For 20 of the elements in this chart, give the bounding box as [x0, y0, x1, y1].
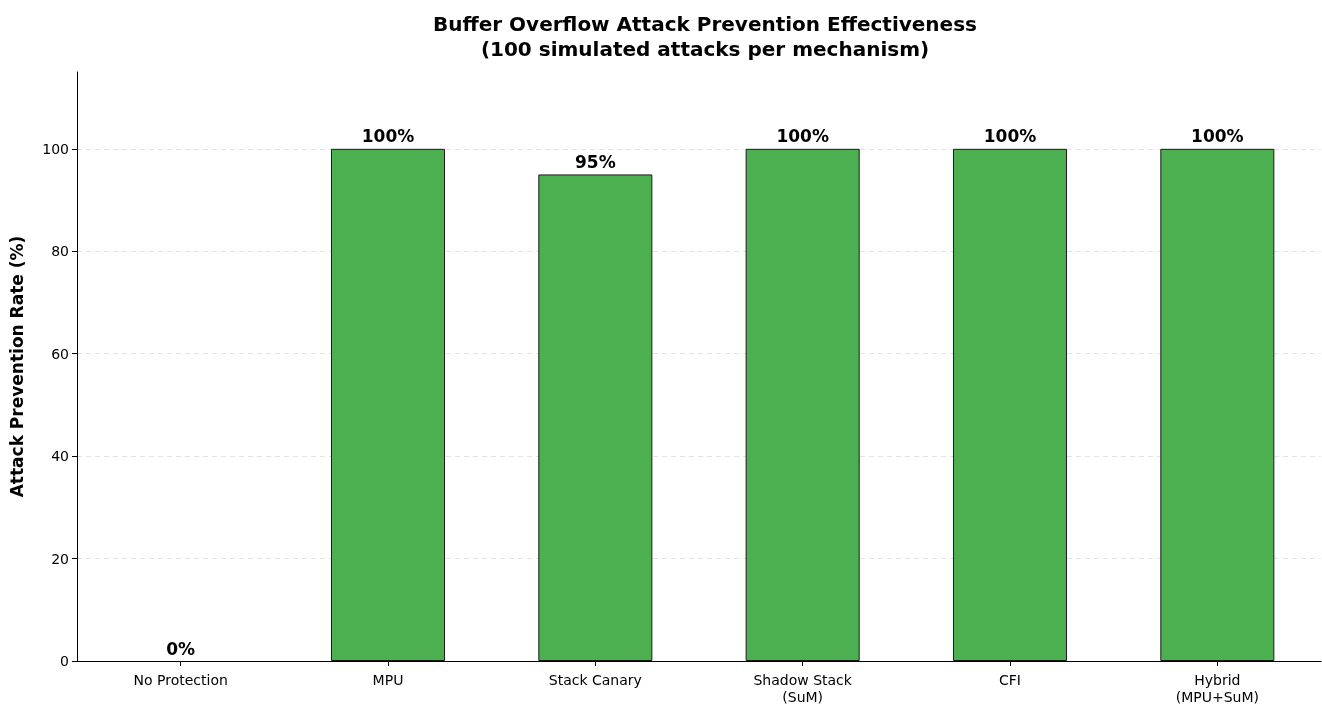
x-tick-label: Hybrid (MPU+SuM) — [1175, 671, 1259, 705]
x-tick-label: No Protection — [133, 671, 228, 688]
y-tick-label: 40 — [51, 448, 69, 465]
data-label: 100% — [983, 126, 1037, 147]
chart-title: Buffer Overflow Attack Prevention Effectiveness (100 simulated attacks per mechanism) — [433, 11, 977, 61]
data-label: 0% — [166, 638, 196, 659]
y-tick-label: 60 — [51, 345, 69, 362]
x-tick-label: MPU — [372, 671, 404, 688]
data-label: 95% — [574, 151, 616, 172]
data-label: 100% — [1191, 126, 1244, 147]
y-tick-label: 20 — [51, 550, 69, 567]
y-axis-title: Attack Prevention Rate (%) — [6, 235, 27, 498]
x-tick-label: Shadow Stack (SuM) — [753, 671, 853, 705]
data-label: 100% — [776, 126, 829, 147]
y-tick-label: 80 — [51, 243, 69, 260]
x-tick-label: CFI — [999, 671, 1021, 688]
y-tick-label: 0 — [60, 653, 69, 669]
x-tick-label: Stack Canary — [548, 671, 642, 688]
y-tick-label: 100 — [42, 140, 69, 157]
data-label: 100% — [361, 126, 415, 147]
